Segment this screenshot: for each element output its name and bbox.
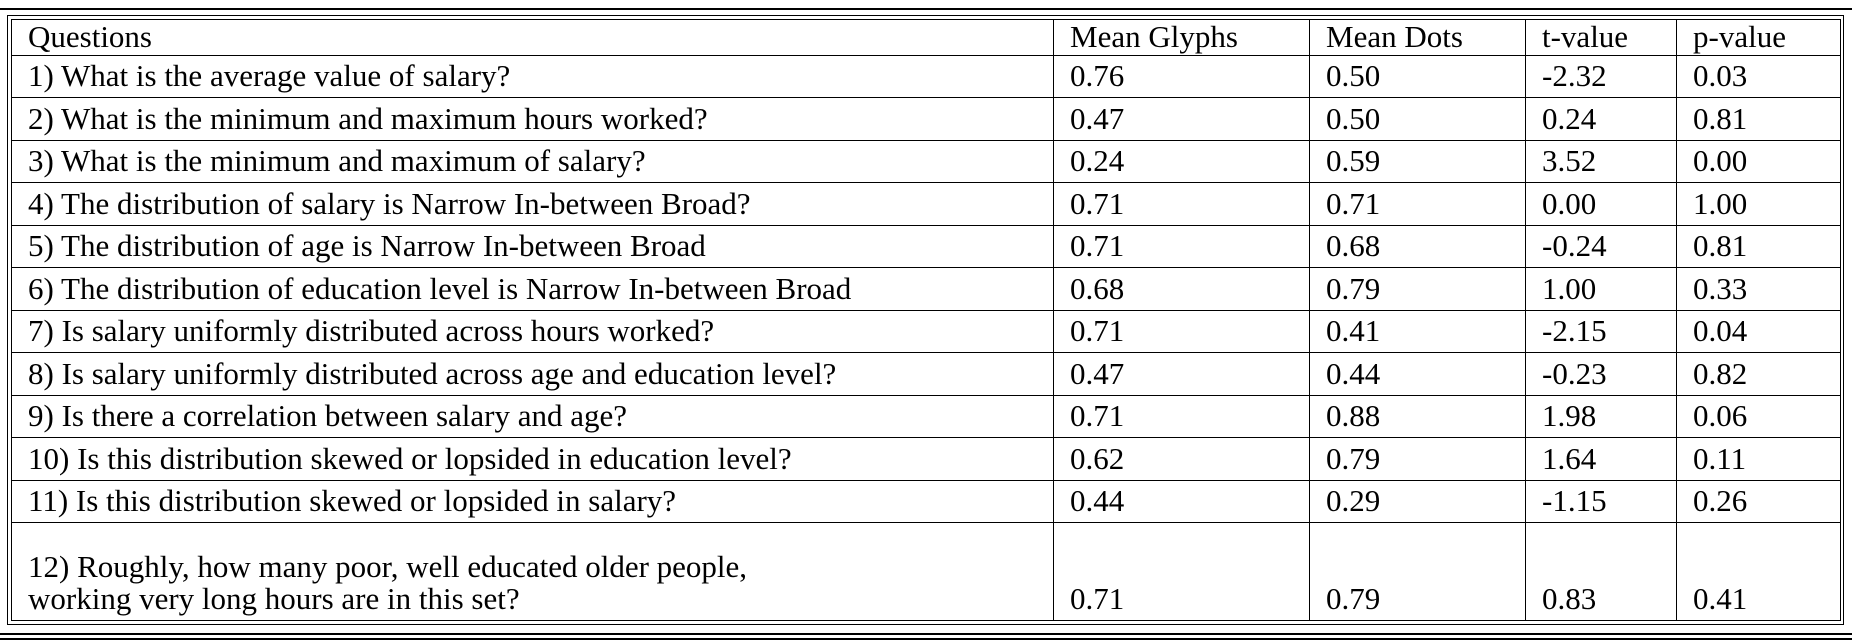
t-value-cell: -0.23 xyxy=(1525,352,1677,396)
mean-dots-cell: 0.50 xyxy=(1309,97,1526,141)
question-cell: 1) What is the average value of salary? xyxy=(11,54,1054,99)
results-table: Questions Mean Glyphs Mean Dots t-value … xyxy=(11,19,1841,622)
t-value-cell: 0.24 xyxy=(1525,97,1677,141)
p-value-cell: 0.81 xyxy=(1676,97,1841,141)
mean-glyphs-cell: 0.24 xyxy=(1053,139,1310,184)
p-value-cell: 0.11 xyxy=(1676,437,1841,481)
mean-dots-cell: 0.79 xyxy=(1309,521,1526,622)
mean-glyphs-cell: 0.76 xyxy=(1053,54,1310,99)
t-value-cell: 1.64 xyxy=(1525,437,1677,481)
mean-glyphs-cell: 0.47 xyxy=(1053,97,1310,141)
table-row: 2) What is the minimum and maximum hours… xyxy=(11,97,1841,141)
table-row: 11) Is this distribution skewed or lopsi… xyxy=(11,479,1841,523)
question-cell: 6) The distribution of education level i… xyxy=(11,267,1054,311)
question-cell: 8) Is salary uniformly distributed acros… xyxy=(11,352,1054,396)
p-value-cell: 1.00 xyxy=(1676,182,1841,226)
question-cell: 12) Roughly, how many poor, well educate… xyxy=(11,521,1054,622)
t-value-cell: 3.52 xyxy=(1525,139,1677,184)
mean-glyphs-cell: 0.71 xyxy=(1053,309,1310,354)
header-questions: Questions xyxy=(11,19,1054,56)
t-value-cell: -0.24 xyxy=(1525,224,1677,269)
table-row: 10) Is this distribution skewed or lopsi… xyxy=(11,437,1841,481)
header-mean-dots: Mean Dots xyxy=(1309,19,1526,56)
mean-glyphs-cell: 0.44 xyxy=(1053,479,1310,523)
p-value-cell: 0.41 xyxy=(1676,521,1841,622)
mean-dots-cell: 0.59 xyxy=(1309,139,1526,184)
t-value-cell: 1.98 xyxy=(1525,394,1677,439)
mean-glyphs-cell: 0.68 xyxy=(1053,267,1310,311)
mean-glyphs-cell: 0.47 xyxy=(1053,352,1310,396)
question-cell: 7) Is salary uniformly distributed acros… xyxy=(11,309,1054,354)
p-value-cell: 0.04 xyxy=(1676,309,1841,354)
mean-glyphs-cell: 0.62 xyxy=(1053,437,1310,481)
question-cell: 2) What is the minimum and maximum hours… xyxy=(11,97,1054,141)
bottom-rule-double xyxy=(0,638,1852,640)
t-value-cell: 1.00 xyxy=(1525,267,1677,311)
header-t-value: t-value xyxy=(1525,19,1677,56)
t-value-cell: 0.00 xyxy=(1525,182,1677,226)
table-row: 5) The distribution of age is Narrow In-… xyxy=(11,224,1841,269)
t-value-cell: -2.15 xyxy=(1525,309,1677,354)
p-value-cell: 0.82 xyxy=(1676,352,1841,396)
question-cell: 9) Is there a correlation between salary… xyxy=(11,394,1054,439)
question-cell: 4) The distribution of salary is Narrow … xyxy=(11,182,1054,226)
question-cell: 10) Is this distribution skewed or lopsi… xyxy=(11,437,1054,481)
table-row: 9) Is there a correlation between salary… xyxy=(11,394,1841,439)
mean-dots-cell: 0.71 xyxy=(1309,182,1526,226)
table-row: 3) What is the minimum and maximum of sa… xyxy=(11,139,1841,184)
table-row: 1) What is the average value of salary? … xyxy=(11,54,1841,99)
mean-dots-cell: 0.50 xyxy=(1309,54,1526,99)
mean-glyphs-cell: 0.71 xyxy=(1053,394,1310,439)
mean-glyphs-cell: 0.71 xyxy=(1053,224,1310,269)
mean-dots-cell: 0.79 xyxy=(1309,267,1526,311)
question-cell: 3) What is the minimum and maximum of sa… xyxy=(11,139,1054,184)
table-row: 6) The distribution of education level i… xyxy=(11,267,1841,311)
p-value-cell: 0.06 xyxy=(1676,394,1841,439)
p-value-cell: 0.26 xyxy=(1676,479,1841,523)
mean-dots-cell: 0.44 xyxy=(1309,352,1526,396)
mean-glyphs-cell: 0.71 xyxy=(1053,521,1310,622)
header-p-value: p-value xyxy=(1676,19,1841,56)
mean-dots-cell: 0.41 xyxy=(1309,309,1526,354)
bottom-rule xyxy=(0,633,1852,635)
question-cell: 5) The distribution of age is Narrow In-… xyxy=(11,224,1054,269)
question-line: working very long hours are in this set? xyxy=(28,581,520,617)
t-value-cell: -1.15 xyxy=(1525,479,1677,523)
mean-dots-cell: 0.79 xyxy=(1309,437,1526,481)
question-line: 12) Roughly, how many poor, well educate… xyxy=(28,548,748,584)
top-rule xyxy=(0,8,1852,10)
p-value-cell: 0.81 xyxy=(1676,224,1841,269)
t-value-cell: -2.32 xyxy=(1525,54,1677,99)
p-value-cell: 0.03 xyxy=(1676,54,1841,99)
p-value-cell: 0.00 xyxy=(1676,139,1841,184)
table-row: 4) The distribution of salary is Narrow … xyxy=(11,182,1841,226)
table-header-row: Questions Mean Glyphs Mean Dots t-value … xyxy=(11,19,1841,56)
p-value-cell: 0.33 xyxy=(1676,267,1841,311)
table-row: 12) Roughly, how many poor, well educate… xyxy=(11,521,1841,622)
question-cell: 11) Is this distribution skewed or lopsi… xyxy=(11,479,1054,523)
results-table-frame: Questions Mean Glyphs Mean Dots t-value … xyxy=(7,15,1844,625)
t-value-cell: 0.83 xyxy=(1525,521,1677,622)
mean-dots-cell: 0.68 xyxy=(1309,224,1526,269)
mean-glyphs-cell: 0.71 xyxy=(1053,182,1310,226)
header-mean-glyphs: Mean Glyphs xyxy=(1053,19,1310,56)
mean-dots-cell: 0.29 xyxy=(1309,479,1526,523)
table-row: 7) Is salary uniformly distributed acros… xyxy=(11,309,1841,354)
table-row: 8) Is salary uniformly distributed acros… xyxy=(11,352,1841,396)
mean-dots-cell: 0.88 xyxy=(1309,394,1526,439)
